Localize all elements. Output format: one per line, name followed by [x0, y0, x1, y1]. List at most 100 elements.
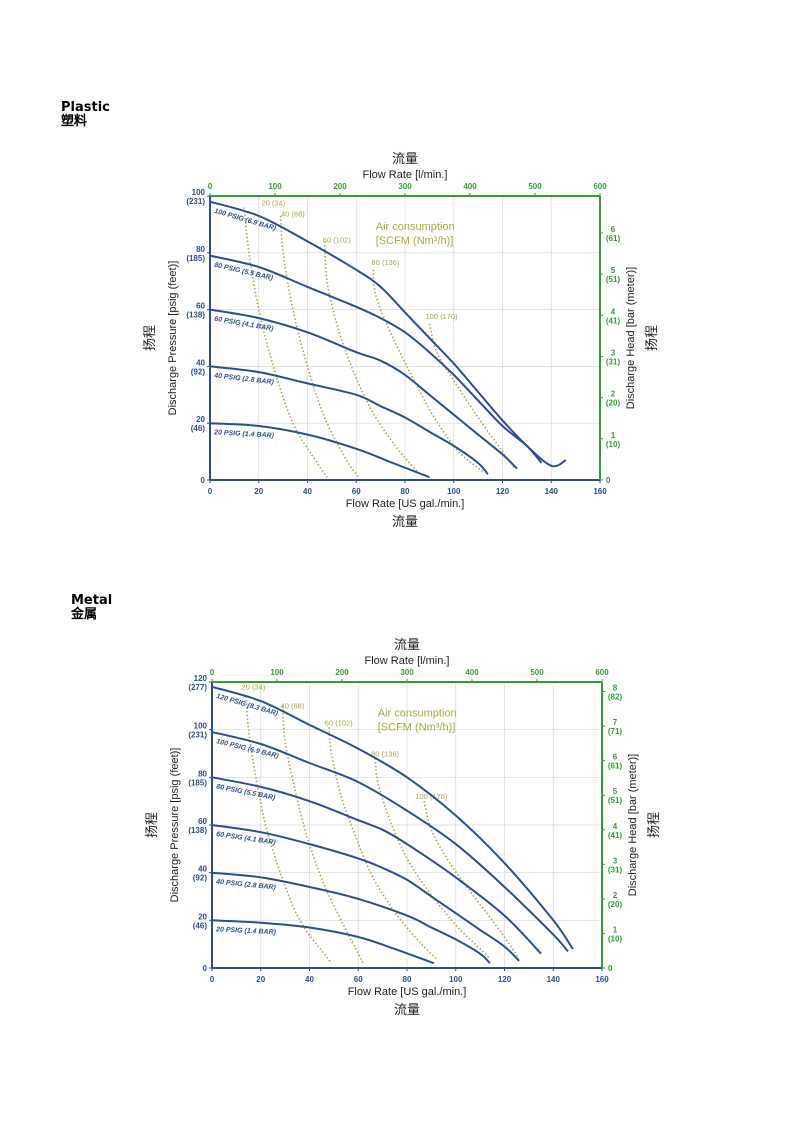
- air-consumption-label: 40 (68): [281, 702, 305, 711]
- section-title-metal: Metal 金属: [71, 594, 112, 622]
- x-tick-label: 140: [547, 975, 561, 984]
- y-axis-title-zh: 扬程: [142, 325, 157, 351]
- y2-axis-title: Discharge Head [bar (meter)]: [625, 267, 637, 409]
- y-tick-sublabel: (231): [188, 731, 207, 740]
- metal-chart-container: 0 20 40 60 80 100 120 140 160 0 100 200 300 400 500 600…: [0, 627, 793, 1027]
- air-consumption-title: Air consumption: [378, 707, 457, 719]
- y2-tick-label: 3: [613, 856, 618, 865]
- y2-tick-sublabel: (20): [606, 399, 621, 408]
- y-tick-label: 60: [196, 302, 205, 311]
- y2-tick-label: 1: [613, 925, 618, 934]
- pressure-curve-label: 100 PSIG (6.9 BAR): [216, 738, 280, 760]
- y-tick-sublabel: (231): [186, 197, 205, 206]
- pressure-curve-label: 40 PSIG (2.8 BAR): [213, 372, 275, 386]
- air-consumption-label: 80 (136): [371, 749, 399, 758]
- air-consumption-curve: [243, 207, 328, 478]
- top-tick-label: 400: [465, 668, 479, 677]
- y-tick-sublabel: (46): [193, 921, 208, 930]
- pressure-curve-label: 60 PSIG (4.1 BAR): [214, 316, 275, 333]
- pressure-curve: [211, 776, 542, 955]
- x-tick-label: 100: [449, 975, 463, 984]
- y-tick-sublabel: (138): [188, 826, 207, 835]
- y-tick-label: 0: [201, 476, 206, 485]
- plastic-chart-container: 0 20 40 60 80 100 120 140 160 0 100 200 300 400 500 600…: [0, 140, 793, 540]
- x-tick-label: 80: [403, 975, 412, 984]
- pressure-curve: [211, 685, 574, 950]
- y-tick-sublabel: (92): [191, 367, 206, 376]
- y-tick-label: 120: [194, 674, 208, 683]
- y2-tick-label: 7: [613, 718, 618, 727]
- y2-tick-sublabel: (31): [606, 357, 621, 366]
- y-tick-label: 60: [198, 817, 207, 826]
- pressure-curve: [211, 731, 569, 952]
- pressure-curve: [209, 254, 543, 464]
- section-title-en: Plastic: [61, 100, 110, 115]
- air-consumption-curve: [374, 758, 491, 960]
- top-tick-label: 300: [398, 182, 412, 191]
- grid: [209, 195, 601, 481]
- y2-tick-label: 6: [611, 225, 616, 234]
- air-consumption-label: 80 (136): [372, 258, 400, 267]
- y2-tick-label: 0: [606, 476, 611, 485]
- air-consumption-curve: [372, 269, 484, 473]
- y-tick-label: 20: [196, 415, 205, 424]
- y2-tick-label: 8: [613, 684, 618, 693]
- y2-tick-sublabel: (61): [608, 762, 623, 771]
- x-axis-title: Flow Rate [US gal./min.]: [348, 986, 467, 998]
- x-tick-label: 120: [498, 975, 512, 984]
- section-title-en: Metal: [71, 593, 113, 608]
- x-axis-title-zh: 流量: [392, 514, 418, 529]
- top-tick-label: 600: [595, 668, 609, 677]
- air-consumption-label: 60 (102): [325, 718, 353, 727]
- section-title-plastic: Plastic 塑料: [61, 101, 110, 129]
- pressure-curve-label: 20 PSIG (1.4 BAR): [213, 429, 275, 440]
- air-consumption-subtitle: [SCFM (Nm³/h)]: [378, 721, 456, 733]
- y-tick-label: 80: [198, 769, 207, 778]
- y2-tick-sublabel: (41): [608, 831, 623, 840]
- air-consumption-title: Air consumption: [376, 221, 455, 233]
- top-axis-title: Flow Rate [l/min.]: [365, 655, 450, 667]
- pressure-curve-label: 40 PSIG (2.8 BAR): [215, 879, 277, 892]
- y2-tick-label: 6: [613, 753, 618, 762]
- top-tick-label: 100: [268, 182, 282, 191]
- top-tick-label: 600: [593, 182, 607, 191]
- y2-axis-title-zh: 扬程: [646, 812, 661, 838]
- pressure-curve-label: 20 PSIG (1.4 BAR): [215, 926, 277, 936]
- y-axis-title: Discharge Pressure [psig (feet)]: [167, 261, 179, 416]
- section-title-zh: 金属: [71, 607, 98, 622]
- y2-tick-label: 0: [608, 964, 613, 973]
- top-tick-label: 500: [530, 668, 544, 677]
- y-tick-sublabel: (277): [188, 683, 207, 692]
- air-consumption-curve: [245, 696, 333, 964]
- x-tick-label: 40: [303, 487, 312, 496]
- y2-tick-label: 1: [611, 431, 616, 440]
- y-tick-sublabel: (138): [186, 311, 205, 320]
- y-tick-sublabel: (46): [191, 424, 206, 433]
- x-tick-label: 0: [208, 487, 213, 496]
- top-tick-label: 0: [208, 182, 213, 191]
- x-tick-label: 20: [256, 975, 265, 984]
- top-tick-label: 400: [463, 182, 477, 191]
- y2-tick-sublabel: (31): [608, 865, 623, 874]
- top-axis-title-zh: 流量: [392, 151, 418, 166]
- y2-tick-sublabel: (10): [606, 440, 621, 449]
- air-consumption-curve: [428, 323, 516, 470]
- air-consumption-subtitle: [SCFM (Nm³/h)]: [376, 235, 454, 247]
- y2-axis-title-zh: 扬程: [644, 325, 659, 351]
- top-tick-label: 100: [270, 668, 284, 677]
- pressure-curve-label: 80 PSIG (5.5 BAR): [216, 783, 277, 802]
- y2-axis-title: Discharge Head [bar (meter)]: [627, 754, 639, 896]
- x-tick-label: 100: [447, 487, 461, 496]
- y-tick-label: 80: [196, 245, 205, 254]
- y2-tick-sublabel: (20): [608, 900, 623, 909]
- pressure-curve: [209, 308, 518, 470]
- y-tick-label: 100: [194, 722, 208, 731]
- y2-tick-sublabel: (61): [606, 234, 621, 243]
- air-consumption-label: 40 (68): [281, 210, 305, 219]
- y2-tick-label: 2: [611, 390, 616, 399]
- y2-tick-sublabel: (10): [608, 934, 623, 943]
- y-tick-sublabel: (185): [188, 778, 207, 787]
- y-tick-label: 100: [192, 188, 206, 197]
- y2-tick-sublabel: (41): [606, 316, 621, 325]
- y2-tick-sublabel: (71): [608, 727, 623, 736]
